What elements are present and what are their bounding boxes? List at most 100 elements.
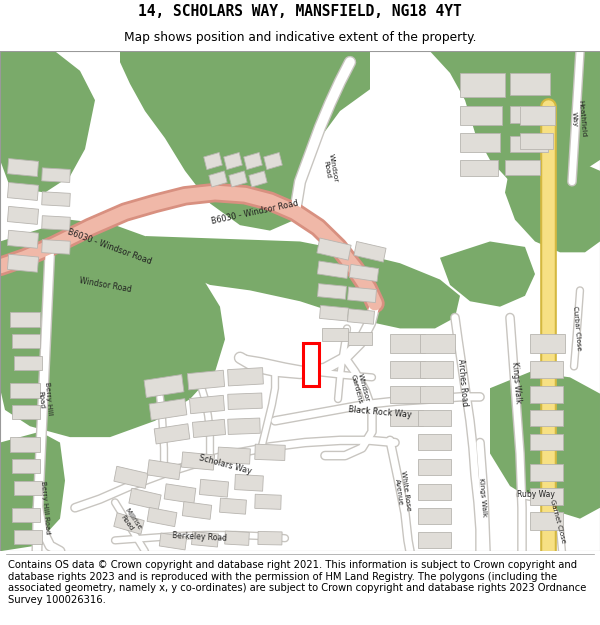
Bar: [510, 73, 550, 95]
Text: Black Rock Way: Black Rock Way: [348, 405, 412, 419]
Bar: [420, 386, 453, 403]
Bar: [164, 484, 196, 504]
Text: White Rose
Avenue: White Rose Avenue: [393, 471, 411, 512]
Bar: [12, 334, 40, 348]
Text: Ruby Way: Ruby Way: [517, 490, 555, 499]
Bar: [348, 332, 372, 345]
Bar: [7, 230, 38, 248]
Bar: [530, 386, 563, 403]
Text: Heathfield
Way: Heathfield Way: [570, 99, 586, 138]
Bar: [505, 160, 540, 175]
Text: Windsor
Gardens: Windsor Gardens: [350, 372, 370, 404]
Bar: [530, 410, 563, 426]
Bar: [530, 464, 563, 481]
Bar: [114, 466, 148, 488]
Bar: [10, 382, 40, 398]
Bar: [190, 396, 224, 414]
Bar: [530, 512, 563, 529]
Bar: [255, 444, 285, 461]
Polygon shape: [0, 51, 95, 192]
Text: 14, SCHOLARS WAY, MANSFIELD, NG18 4YT: 14, SCHOLARS WAY, MANSFIELD, NG18 4YT: [138, 4, 462, 19]
Text: Scholars Way: Scholars Way: [198, 453, 252, 476]
Text: Windsor Road: Windsor Road: [78, 276, 132, 294]
Text: Contains OS data © Crown copyright and database right 2021. This information is : Contains OS data © Crown copyright and d…: [8, 560, 586, 605]
Bar: [14, 529, 42, 544]
Bar: [418, 410, 451, 426]
Polygon shape: [440, 241, 535, 307]
Bar: [235, 474, 263, 491]
Bar: [258, 531, 282, 545]
Bar: [390, 334, 425, 353]
Bar: [12, 404, 40, 419]
Bar: [225, 531, 249, 546]
Bar: [10, 312, 40, 328]
Text: Millrise
Road: Millrise Road: [118, 507, 142, 534]
Bar: [317, 238, 351, 260]
Bar: [149, 399, 187, 420]
Bar: [347, 287, 376, 302]
Bar: [114, 512, 144, 534]
Bar: [460, 132, 500, 152]
Bar: [420, 334, 455, 353]
Bar: [7, 182, 38, 201]
Bar: [12, 459, 40, 473]
Bar: [7, 206, 38, 224]
Text: Curbar Close: Curbar Close: [572, 306, 582, 351]
Bar: [354, 241, 386, 262]
Bar: [390, 410, 423, 426]
Bar: [224, 152, 242, 169]
Bar: [317, 261, 349, 279]
Bar: [10, 437, 40, 452]
Bar: [460, 106, 502, 125]
Polygon shape: [490, 372, 600, 519]
Polygon shape: [0, 432, 65, 551]
Bar: [420, 361, 453, 378]
Bar: [147, 508, 177, 527]
Bar: [520, 132, 553, 149]
Bar: [530, 361, 563, 378]
Bar: [418, 508, 451, 524]
Text: Berkeley Road: Berkeley Road: [172, 531, 227, 543]
Text: Kings Walk: Kings Walk: [509, 361, 523, 404]
Text: Berry Hill Road: Berry Hill Road: [40, 481, 50, 535]
Text: Berry Hill
Road: Berry Hill Road: [37, 382, 53, 416]
Bar: [42, 192, 70, 206]
Text: B6030 - Windsor Road: B6030 - Windsor Road: [211, 199, 299, 226]
Bar: [418, 532, 451, 548]
Bar: [12, 508, 40, 522]
Bar: [228, 393, 262, 409]
Bar: [390, 386, 425, 403]
Bar: [349, 264, 379, 282]
Bar: [209, 171, 227, 187]
Bar: [191, 532, 218, 547]
Bar: [264, 152, 282, 169]
Bar: [347, 309, 374, 324]
Bar: [530, 334, 565, 353]
Bar: [255, 494, 281, 509]
Bar: [7, 254, 38, 272]
Text: B6030 - Windsor Road: B6030 - Windsor Road: [67, 228, 153, 266]
Bar: [460, 160, 498, 176]
Bar: [249, 171, 267, 187]
Text: Kings Walk: Kings Walk: [478, 477, 488, 517]
Bar: [220, 498, 247, 514]
Bar: [187, 370, 224, 390]
Bar: [390, 361, 425, 378]
Bar: [42, 239, 70, 254]
Polygon shape: [505, 154, 600, 252]
Bar: [229, 171, 247, 187]
Bar: [320, 306, 349, 321]
Bar: [182, 502, 212, 519]
Text: Map shows position and indicative extent of the property.: Map shows position and indicative extent…: [124, 31, 476, 44]
Bar: [227, 368, 263, 386]
Bar: [418, 434, 451, 450]
Bar: [218, 447, 250, 464]
Bar: [42, 168, 70, 182]
Bar: [42, 216, 70, 230]
Bar: [244, 152, 262, 169]
Bar: [181, 452, 215, 470]
Bar: [129, 488, 161, 510]
Text: Windsor
Road: Windsor Road: [321, 153, 339, 184]
Bar: [154, 424, 190, 444]
Text: Garnet Close: Garnet Close: [549, 498, 567, 543]
